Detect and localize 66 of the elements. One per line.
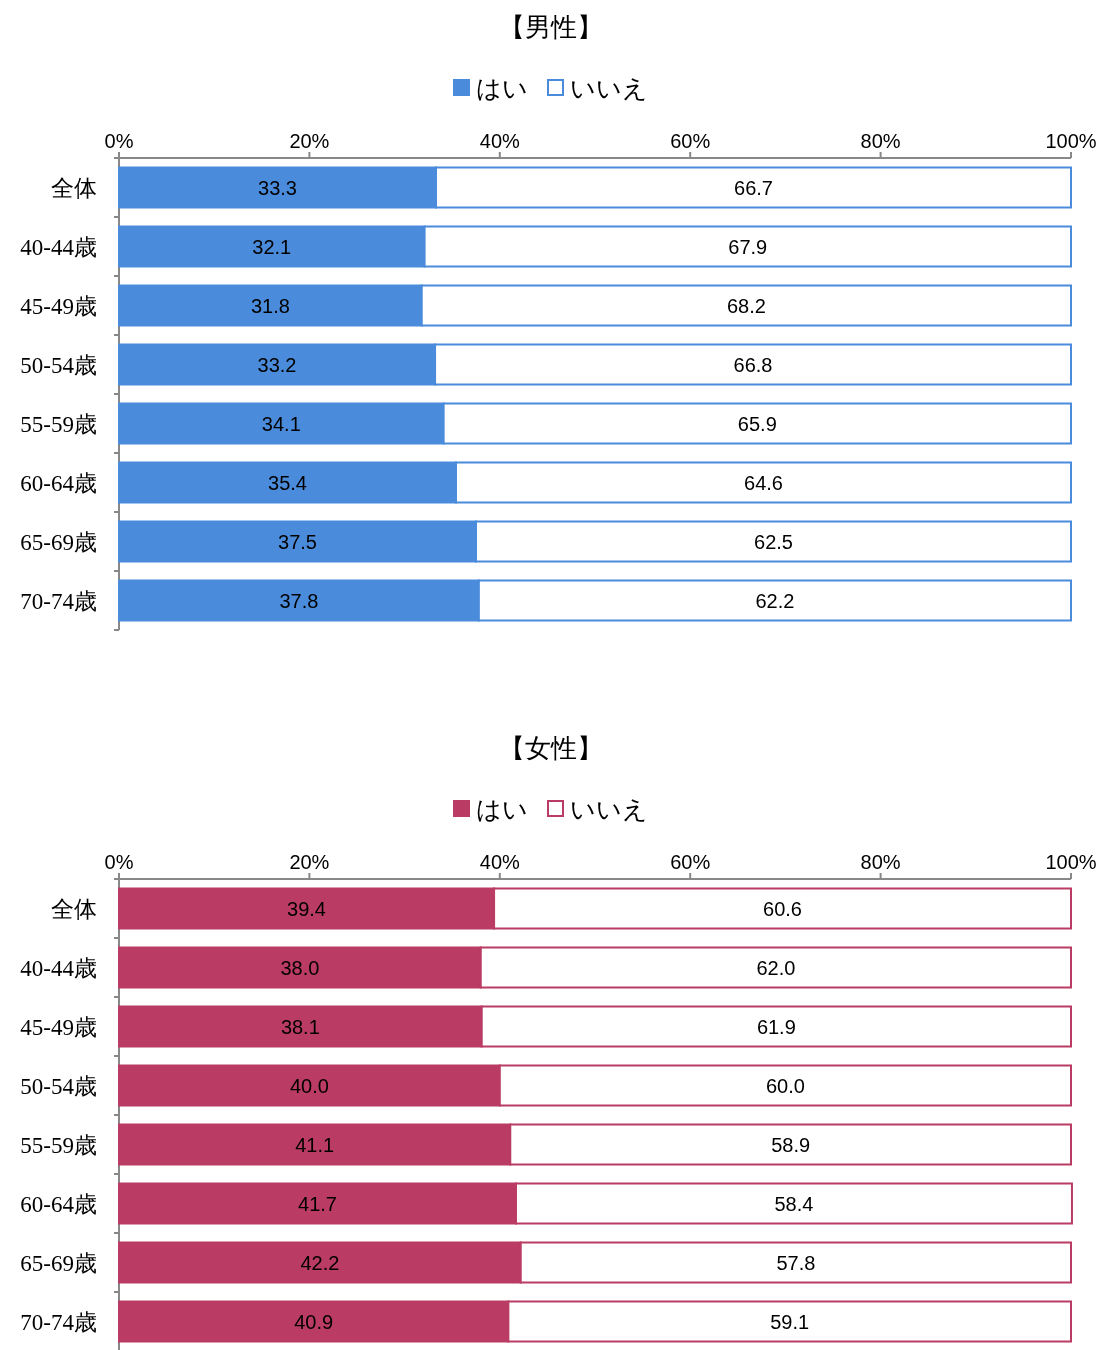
data-label: 64.6: [744, 471, 783, 494]
data-label: 42.2: [300, 1251, 340, 1274]
data-label: 58.4: [774, 1192, 814, 1215]
x-tick-label: 0%: [104, 130, 134, 152]
data-label: 60.0: [765, 1074, 805, 1097]
x-tick-label: 80%: [860, 130, 901, 152]
data-label: 66.8: [733, 353, 773, 376]
data-label: 38.0: [280, 956, 320, 979]
y-tick-label: 55-59歳: [20, 411, 97, 437]
data-label: 59.1: [770, 1310, 810, 1333]
data-label: 31.8: [250, 294, 290, 317]
data-label: 62.5: [754, 530, 793, 553]
x-tick-label: 100%: [1045, 851, 1097, 873]
data-label: 61.9: [756, 1015, 796, 1038]
data-label: 67.9: [728, 235, 768, 258]
x-tick-label: 60%: [670, 851, 711, 873]
legend-label: いいえ: [570, 74, 648, 102]
x-tick-label: 20%: [289, 851, 330, 873]
data-label: 60.6: [763, 897, 803, 920]
y-tick-label: 40-44歳: [20, 955, 97, 981]
y-tick-label: 全体: [51, 175, 97, 201]
x-tick-label: 40%: [479, 851, 521, 873]
data-label: 66.7: [734, 176, 773, 199]
chart-title: 【女性】: [499, 733, 603, 763]
y-tick-label: 45-49歳: [20, 1014, 97, 1040]
data-label: 41.7: [298, 1192, 337, 1215]
data-label: 37.8: [279, 589, 319, 612]
legend-label: いいえ: [570, 795, 648, 823]
legend-label: はい: [476, 795, 528, 823]
data-label: 34.1: [261, 412, 301, 435]
data-label: 33.3: [258, 176, 297, 199]
x-tick-label: 100%: [1045, 130, 1097, 152]
y-tick-label: 65-69歳: [20, 529, 97, 555]
data-label: 65.9: [737, 412, 777, 435]
data-label: 32.1: [252, 235, 292, 258]
data-label: 58.9: [771, 1133, 811, 1156]
chart-title: 【男性】: [499, 12, 603, 42]
x-tick-label: 60%: [670, 130, 711, 152]
data-label: 35.4: [268, 471, 307, 494]
y-tick-label: 70-74歳: [20, 1309, 97, 1335]
data-label: 37.5: [278, 530, 317, 553]
data-label: 40.9: [294, 1310, 334, 1333]
data-label: 40.0: [289, 1074, 329, 1097]
x-tick-label: 0%: [104, 851, 134, 873]
y-tick-label: 55-59歳: [20, 1132, 97, 1158]
x-tick-label: 40%: [479, 130, 521, 152]
y-tick-label: 60-64歳: [20, 1191, 97, 1217]
y-tick-label: 60-64歳: [20, 470, 97, 496]
data-label: 62.2: [755, 589, 795, 612]
y-tick-label: 全体: [51, 896, 97, 922]
data-label: 57.8: [776, 1251, 816, 1274]
y-tick-label: 50-54歳: [20, 1073, 97, 1099]
data-label: 38.1: [280, 1015, 320, 1038]
data-label: 33.2: [257, 353, 297, 376]
y-tick-label: 65-69歳: [20, 1250, 97, 1276]
data-label: 68.2: [726, 294, 766, 317]
data-label: 41.1: [295, 1133, 335, 1156]
data-label: 39.4: [287, 897, 327, 920]
x-tick-label: 80%: [860, 851, 901, 873]
y-tick-label: 40-44歳: [20, 234, 97, 260]
x-tick-label: 20%: [289, 130, 330, 152]
y-tick-label: 50-54歳: [20, 352, 97, 378]
legend-label: はい: [476, 74, 528, 102]
data-label: 62.0: [756, 956, 796, 979]
y-tick-label: 70-74歳: [20, 588, 97, 614]
y-tick-label: 45-49歳: [20, 293, 97, 319]
